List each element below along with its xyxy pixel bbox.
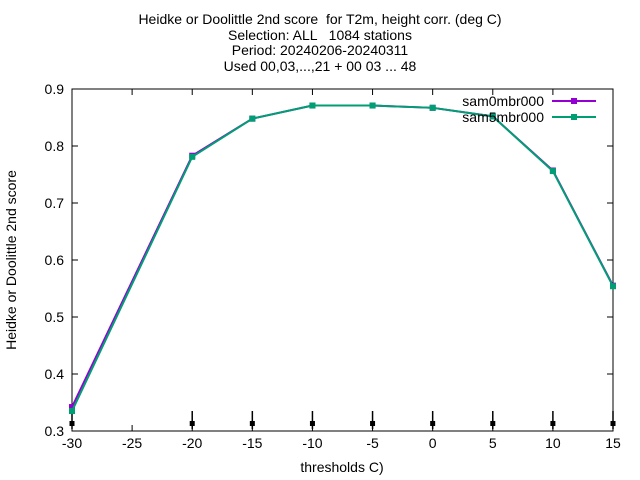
- x-axis-label: thresholds C): [300, 459, 383, 475]
- y-tick-label: 0.6: [45, 252, 65, 268]
- title-line-4: Used 00,03,...,21 + 00 03 ... 48: [223, 58, 417, 74]
- x-tick-label: 5: [489, 435, 497, 451]
- title-line-1: Heidke or Doolittle 2nd score for T2m, h…: [138, 11, 502, 27]
- bottom-marker-point: [189, 421, 195, 426]
- series-layer: [69, 102, 616, 415]
- data-point-sam5mbr000: [69, 408, 75, 415]
- y-tick-label: 0.5: [45, 309, 65, 325]
- bottom-markers: [69, 411, 616, 429]
- y-tick-label: 0.4: [45, 366, 65, 382]
- x-tick-label: 15: [605, 435, 621, 451]
- bottom-marker-point: [610, 421, 616, 426]
- axis-ticks: -30 -25 -20 -15 -10 -5 0 5 10 15 0.3 0.4 0.5 0.6 0.7 0.…: [45, 81, 621, 451]
- y-axis-label: Heidke or Doolittle 2nd score: [3, 170, 19, 350]
- data-point-sam5mbr000: [249, 115, 256, 122]
- y-tick-label: 0.8: [45, 138, 65, 154]
- series-line-sam5mbr000: [71, 104, 614, 412]
- legend-label-sam5mbr000: sam5mbr000: [462, 109, 544, 125]
- x-tick-label: 10: [545, 435, 561, 451]
- title-line-3: Period: 20240206-20240311: [231, 42, 409, 58]
- title-line-2: Selection: ALL 1084 stations: [228, 27, 412, 43]
- x-tick-label: 0: [429, 435, 437, 451]
- x-tick-label: -25: [122, 435, 142, 451]
- bottom-marker-point: [490, 421, 496, 426]
- data-point-sam5mbr000: [429, 104, 436, 111]
- bottom-marker-point: [550, 421, 556, 426]
- data-point-sam5mbr000: [489, 113, 496, 120]
- y-tick-label: 0.9: [45, 81, 65, 97]
- x-tick-label: -30: [62, 435, 82, 451]
- bottom-marker-point: [249, 421, 255, 426]
- x-tick-label: -15: [242, 435, 262, 451]
- y-tick-label: 0.3: [45, 423, 65, 439]
- bottom-marker-point: [309, 421, 315, 426]
- plot-frame: [71, 88, 614, 432]
- legend-label-sam0mbr000: sam0mbr000: [462, 93, 544, 109]
- legend-swatch-marker: [571, 114, 577, 120]
- x-tick-label: -10: [302, 435, 322, 451]
- legend-swatch-marker: [571, 98, 577, 104]
- data-point-sam5mbr000: [189, 153, 196, 160]
- data-point-sam5mbr000: [369, 102, 376, 109]
- x-tick-label: -5: [366, 435, 379, 451]
- data-point-sam5mbr000: [610, 283, 616, 290]
- bottom-marker-point: [69, 421, 75, 426]
- y-tick-label: 0.7: [45, 195, 65, 211]
- data-point-sam5mbr000: [309, 102, 316, 109]
- bottom-marker-point: [430, 421, 436, 426]
- x-tick-label: -20: [182, 435, 202, 451]
- data-point-sam0mbr000: [69, 404, 75, 411]
- bottom-marker-point: [370, 421, 376, 426]
- data-point-sam5mbr000: [549, 168, 556, 175]
